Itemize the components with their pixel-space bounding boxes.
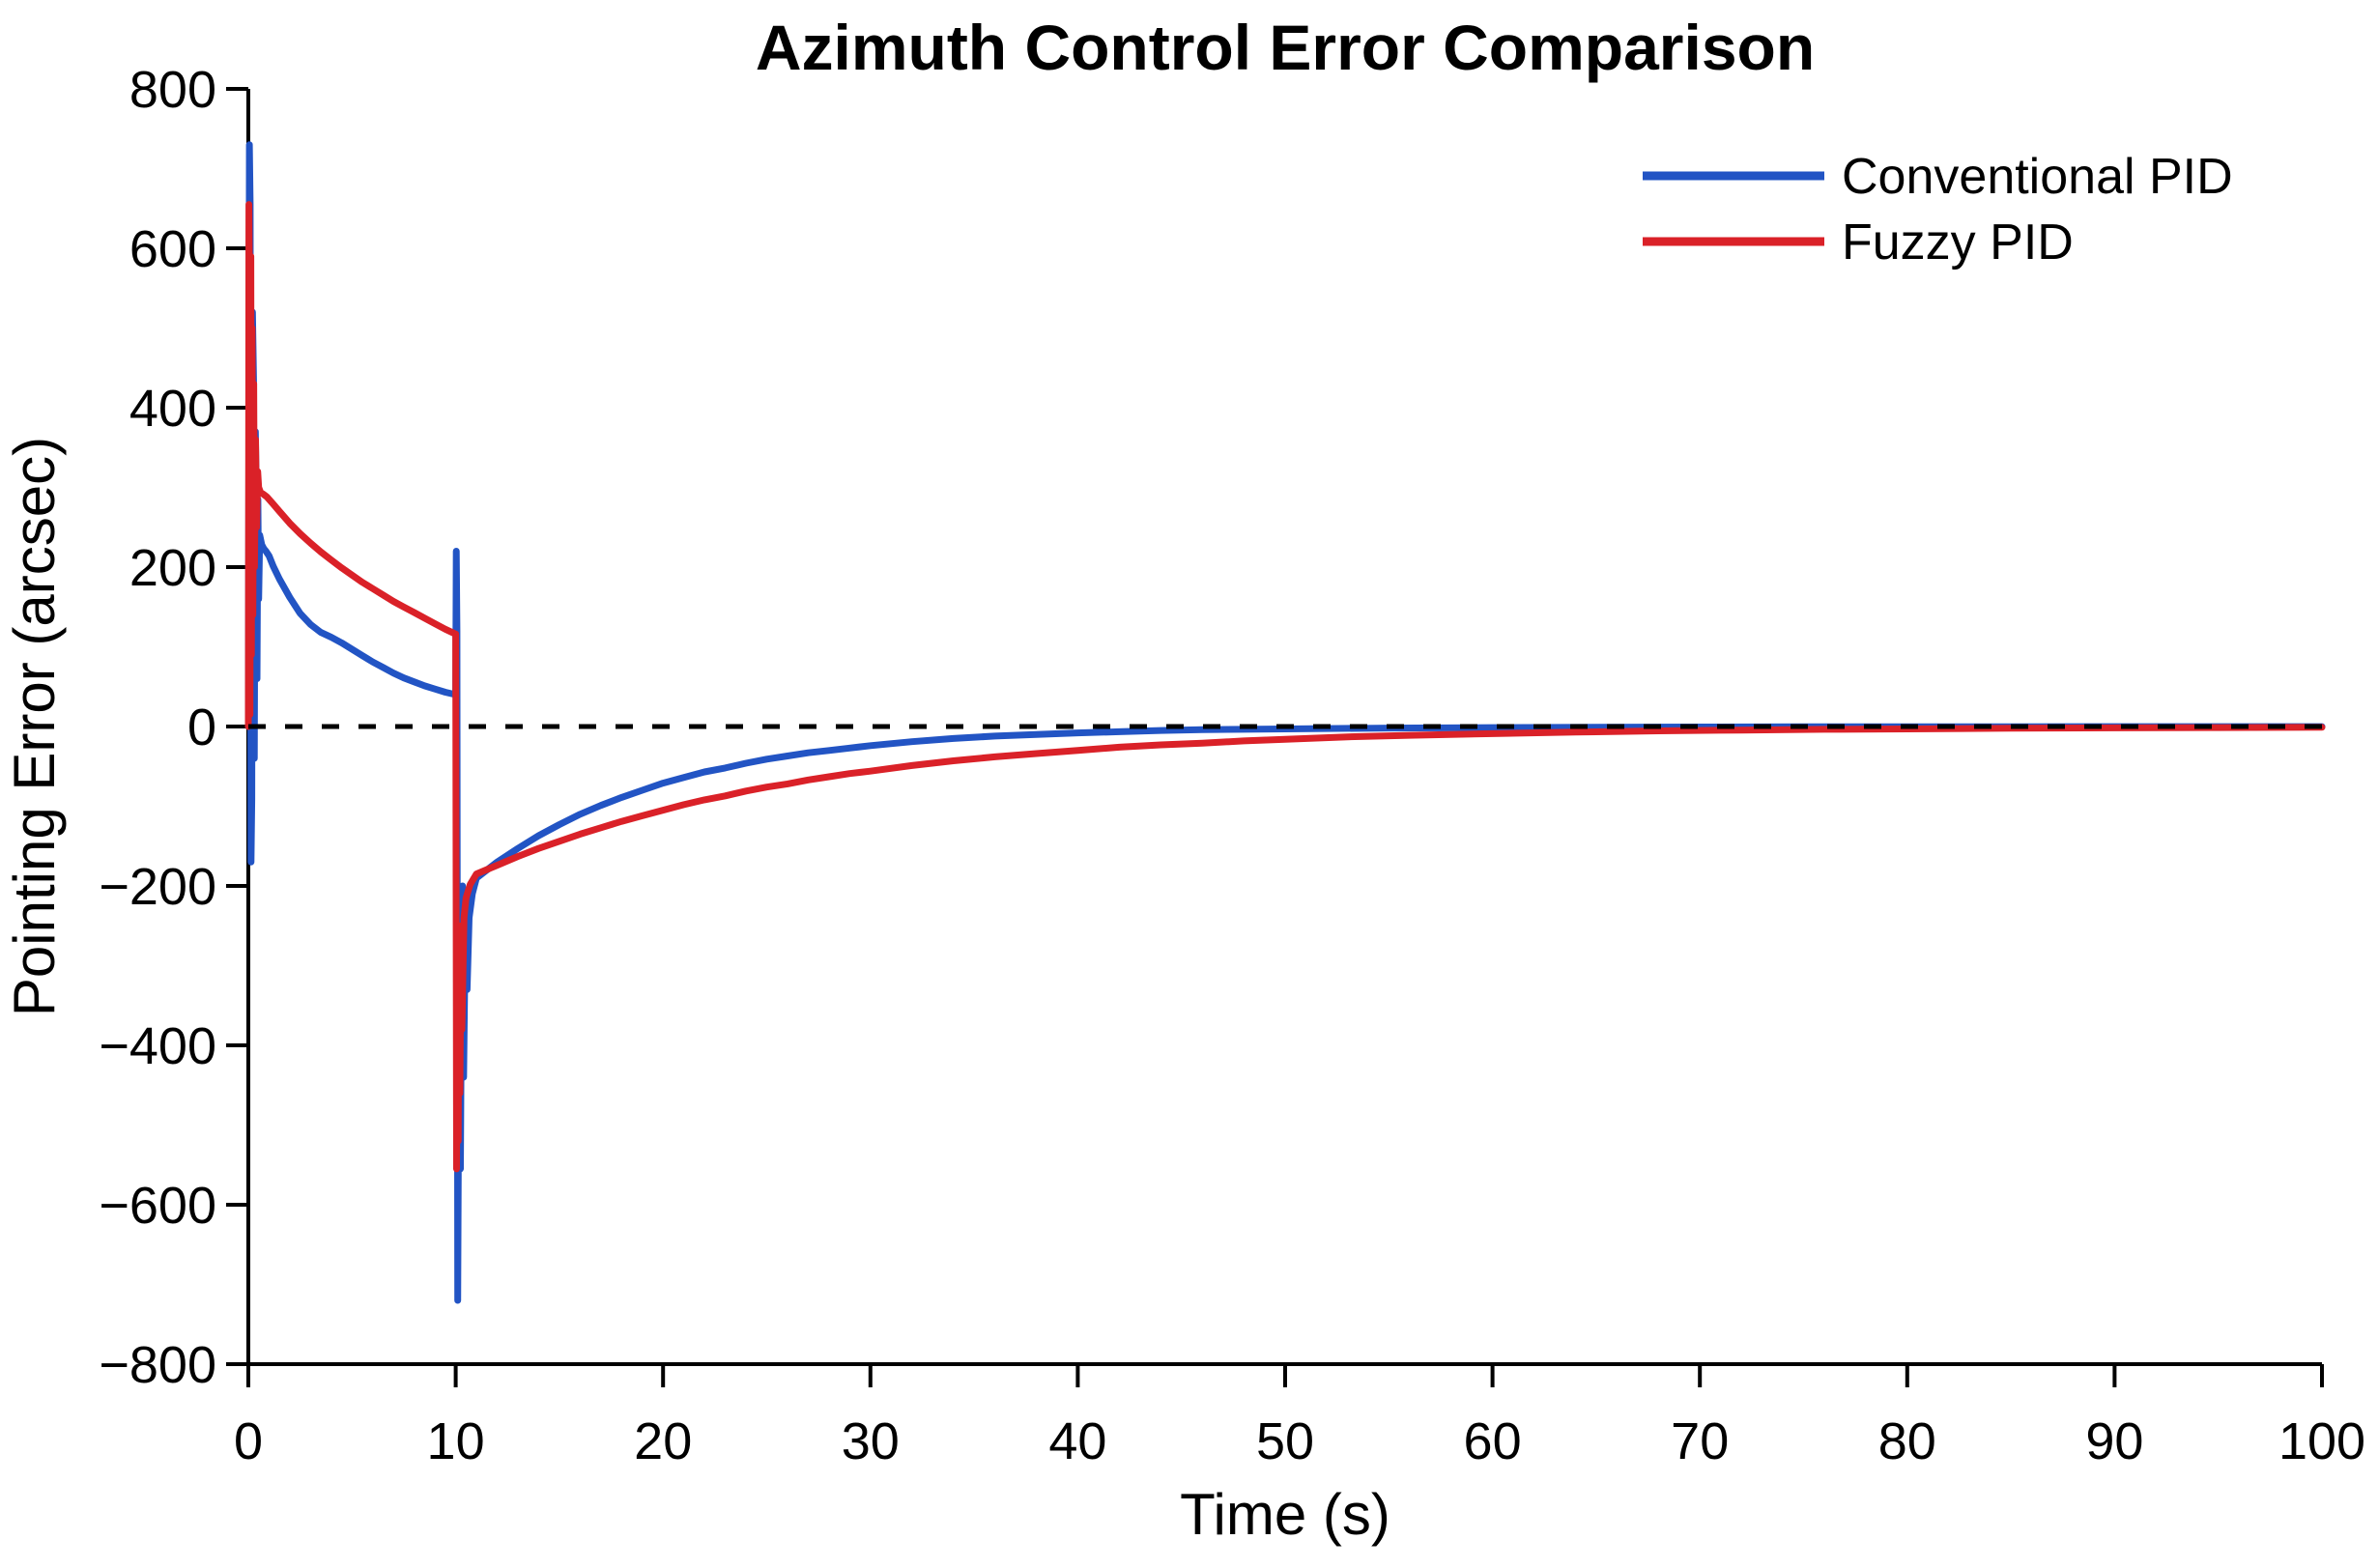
y-tick-label: −800 — [99, 1336, 216, 1394]
legend-item-conventional-pid: Conventional PID — [1643, 149, 2233, 205]
legend-label-fuzzy-pid: Fuzzy PID — [1842, 214, 2074, 271]
x-tick-label: 0 — [234, 1412, 263, 1470]
x-tick-label: 90 — [2085, 1412, 2143, 1470]
y-tick-label: 200 — [129, 539, 216, 597]
x-tick-label: 30 — [842, 1412, 900, 1470]
y-tick-label: 0 — [187, 698, 216, 756]
x-tick-label: 70 — [1671, 1412, 1729, 1470]
y-tick-label: −600 — [99, 1177, 216, 1235]
series-line-conventional-pid — [244, 141, 2326, 1304]
x-tick-label: 50 — [1256, 1412, 1314, 1470]
series-lines — [244, 141, 2326, 1304]
y-tick-label: −200 — [99, 858, 216, 916]
x-axis-label: Time (s) — [1180, 1482, 1390, 1547]
x-tick-label: 80 — [1878, 1412, 1936, 1470]
y-axis-label: Pointing Error (arcsec) — [2, 437, 67, 1016]
legend-label-conventional-pid: Conventional PID — [1842, 149, 2233, 205]
x-tick-label: 60 — [1464, 1412, 1522, 1470]
y-tick-label: 800 — [129, 61, 216, 119]
chart-title: Azimuth Control Error Comparison — [756, 12, 1815, 83]
x-tick-label: 40 — [1048, 1412, 1106, 1470]
y-tick-label: −400 — [99, 1017, 216, 1075]
x-tick-label: 10 — [427, 1412, 485, 1470]
series-line-fuzzy-pid — [244, 201, 2326, 1173]
axes: 800 600 400 200 0 −200 −400 −600 −800 0 10 20 30 40 50… — [99, 61, 2365, 1470]
y-tick-label: 400 — [129, 380, 216, 438]
legend-item-fuzzy-pid: Fuzzy PID — [1643, 214, 2074, 271]
y-tick-label: 600 — [129, 220, 216, 278]
legend: Conventional PID Fuzzy PID — [1643, 149, 2233, 271]
x-tick-label: 20 — [634, 1412, 692, 1470]
x-tick-label: 100 — [2278, 1412, 2365, 1470]
